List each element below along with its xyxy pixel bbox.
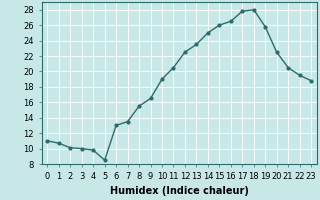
X-axis label: Humidex (Indice chaleur): Humidex (Indice chaleur) <box>110 186 249 196</box>
